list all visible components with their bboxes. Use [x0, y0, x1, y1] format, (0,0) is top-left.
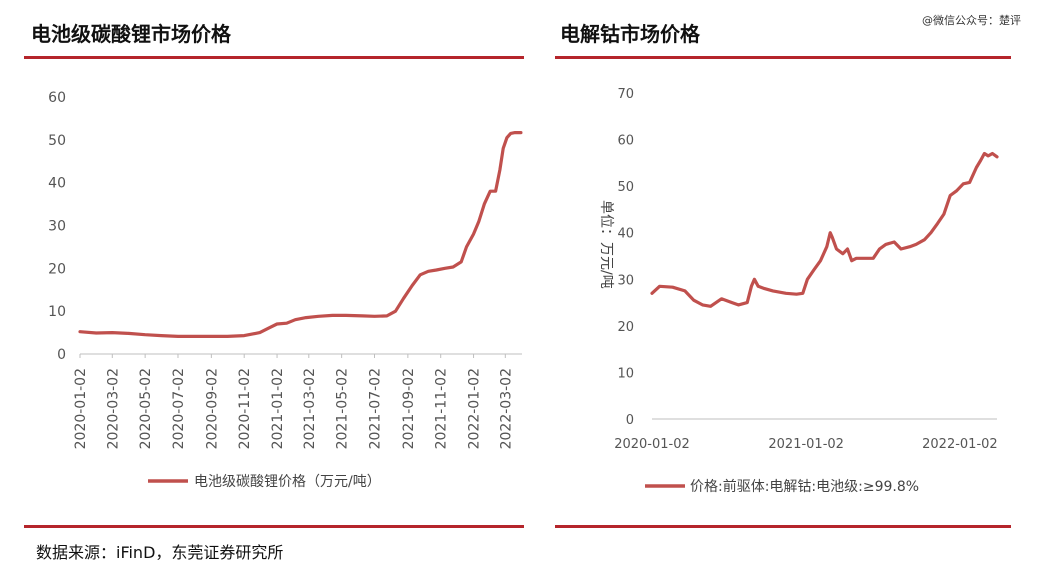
source-note: 数据来源：iFinD，东莞证券研究所	[36, 543, 284, 562]
y-tick-label: 0	[57, 347, 66, 363]
y-tick-label: 30	[48, 219, 66, 235]
x-tick-label: 2021-01-02	[768, 437, 844, 452]
legend-label: 电池级碳酸锂价格（万元/吨）	[194, 474, 381, 490]
y-tick-label: 40	[617, 227, 634, 242]
y-tick-label: 0	[626, 413, 634, 428]
x-tick-label: 2020-07-02	[171, 368, 187, 449]
y-tick-label: 30	[617, 273, 634, 288]
chart-title-cobalt: 电解钴市场价格	[560, 22, 700, 46]
chart-title-lithium: 电池级碳酸锂市场价格	[31, 22, 231, 46]
bottom-rule-right	[555, 525, 1011, 528]
x-tick-label: 2020-05-02	[138, 368, 154, 449]
x-tick-label: 2021-01-02	[270, 368, 286, 449]
x-tick-label: 2022-01-02	[467, 368, 483, 449]
x-tick-label: 2021-05-02	[335, 368, 351, 449]
watermark: @微信公众号：楚评	[922, 14, 1021, 27]
y-tick-label: 70	[617, 87, 634, 102]
x-tick-label: 2020-01-02	[614, 437, 690, 452]
y-tick-label: 20	[48, 261, 66, 277]
x-tick-label: 2022-01-02	[922, 437, 998, 452]
x-tick-label: 2020-09-02	[204, 368, 220, 449]
series-line-0	[78, 131, 523, 338]
x-tick-label: 2020-11-02	[237, 368, 253, 449]
y-tick-label: 50	[48, 133, 66, 149]
y-tick-label: 40	[48, 176, 66, 192]
y-tick-label: 50	[617, 180, 634, 195]
x-tick-label: 2020-01-02	[73, 368, 89, 449]
series-line-0	[650, 151, 999, 308]
x-tick-label: 2021-11-02	[434, 368, 450, 449]
x-tick-label: 2022-03-02	[498, 368, 514, 449]
top-rule-left	[24, 56, 524, 59]
y-tick-label: 10	[48, 304, 66, 320]
legend-label: 价格:前驱体:电解钴:电池级:≥99.8%	[690, 478, 919, 495]
x-tick-label: 2020-03-02	[105, 368, 121, 449]
y-tick-label: 20	[617, 320, 634, 335]
bottom-rule-left	[24, 525, 524, 528]
y-tick-label: 60	[617, 134, 634, 149]
y-tick-label: 10	[617, 366, 634, 381]
y-axis-label: 单位：万元/吨	[598, 200, 614, 289]
x-tick-label: 2021-07-02	[367, 368, 383, 449]
top-rule-right	[555, 56, 1011, 59]
y-tick-label: 60	[48, 90, 66, 106]
x-tick-label: 2021-03-02	[302, 368, 318, 449]
x-tick-label: 2021-09-02	[401, 368, 417, 449]
